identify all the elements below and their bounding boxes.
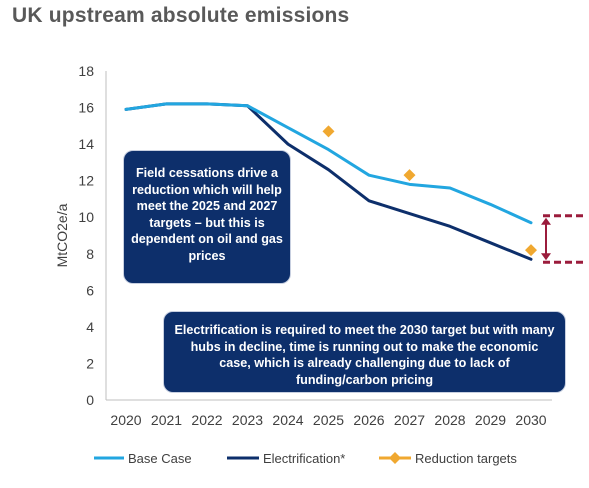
y-tick-label: 14 xyxy=(78,136,94,152)
y-tick-label: 4 xyxy=(86,319,94,335)
x-tick-label: 2021 xyxy=(151,412,182,428)
chart-title: UK upstream absolute emissions xyxy=(12,4,350,27)
x-tick-label: 2028 xyxy=(434,412,465,428)
reduction-target-marker xyxy=(403,169,416,182)
x-tick-label: 2023 xyxy=(232,412,263,428)
legend-targets-swatch-diamond xyxy=(389,452,401,464)
reduction-target-marker xyxy=(322,125,335,138)
x-tick-label: 2022 xyxy=(191,412,222,428)
y-tick-label: 0 xyxy=(86,392,94,408)
base-case-line xyxy=(124,102,533,225)
legend-base-case-label: Base Case xyxy=(128,451,192,466)
y-tick-label: 16 xyxy=(78,100,94,116)
y-tick-label: 12 xyxy=(78,173,94,189)
x-tick-label: 2029 xyxy=(475,412,506,428)
x-tick-label: 2030 xyxy=(515,412,546,428)
x-tick-label: 2020 xyxy=(110,412,141,428)
x-tick-label: 2026 xyxy=(353,412,384,428)
electrification-callout: Electrification is required to meet the … xyxy=(163,311,566,393)
legend-electrification-label: Electrification* xyxy=(263,451,345,466)
y-tick-label: 6 xyxy=(86,282,94,298)
x-tick-label: 2024 xyxy=(272,412,303,428)
legend-targets-label: Reduction targets xyxy=(415,451,517,466)
y-tick-label: 2 xyxy=(86,355,94,371)
field-cessations-callout: Field cessations drive a reduction which… xyxy=(123,150,291,284)
gap-arrow-head-down xyxy=(541,253,551,261)
y-tick-label: 8 xyxy=(86,246,94,262)
reduction-target-marker xyxy=(525,244,537,257)
x-tick-label: 2027 xyxy=(394,412,425,428)
y-tick-label: 10 xyxy=(78,209,94,225)
y-tick-label: 18 xyxy=(78,63,94,79)
gap-arrow-head-up xyxy=(541,217,551,225)
y-axis-label: MtCO2e/a xyxy=(54,203,70,267)
x-tick-label: 2025 xyxy=(313,412,344,428)
